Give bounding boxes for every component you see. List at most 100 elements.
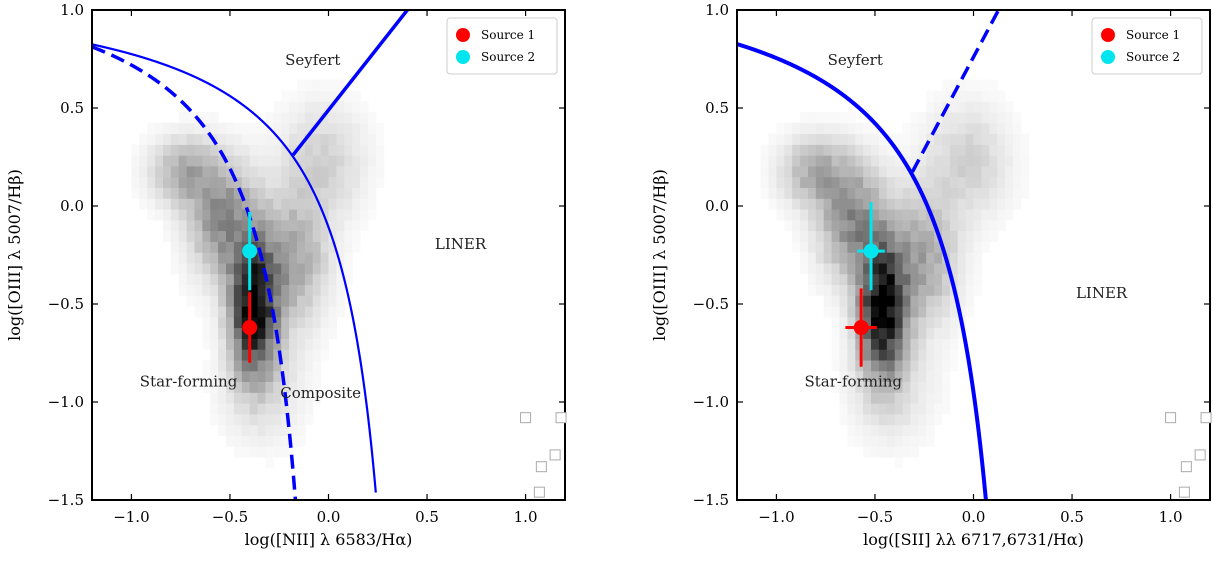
density-cell (281, 403, 290, 415)
density-cell (949, 349, 959, 361)
density-cell (249, 176, 259, 188)
density-cell (344, 241, 353, 253)
density-cell (281, 446, 290, 458)
density-cell (965, 133, 975, 145)
density-cell (910, 111, 919, 124)
density-cell (981, 133, 990, 145)
density-cell (831, 241, 841, 253)
density-cell (878, 155, 888, 167)
density-cell (926, 165, 935, 178)
density-cell (194, 133, 203, 145)
density-cell (886, 306, 896, 318)
density-cell (328, 122, 337, 135)
density-cell (871, 392, 880, 404)
density-cell (360, 144, 369, 156)
density-cell (194, 155, 203, 167)
density-cell (973, 230, 982, 242)
density-cell (871, 424, 880, 436)
density-cell (289, 381, 298, 393)
density-cell (336, 295, 345, 307)
density-cell (186, 252, 196, 264)
density-cell (957, 273, 967, 285)
density-cell (210, 306, 219, 318)
density-cell (957, 155, 967, 167)
density-cell (918, 208, 927, 221)
density-cell (926, 111, 935, 124)
density-cell (910, 446, 919, 458)
density-cell (815, 208, 825, 221)
density-cell (957, 230, 967, 242)
density-cell (965, 122, 975, 135)
density-cell (281, 144, 290, 156)
density-cell (886, 144, 896, 156)
density-cell (163, 165, 172, 178)
density-cell (210, 165, 219, 178)
density-cell (249, 381, 259, 393)
density-cell (297, 262, 306, 275)
density-cell (297, 424, 306, 436)
density-cell (375, 165, 385, 178)
y-tick-label: −1.5 (693, 491, 729, 509)
density-cell (320, 316, 330, 329)
density-cell (202, 262, 211, 275)
density-cell (297, 392, 306, 404)
density-cell (170, 176, 180, 188)
density-cell (847, 359, 856, 372)
density-cell (910, 219, 919, 232)
density-cell (139, 187, 148, 199)
density-cell (297, 176, 306, 188)
density-cell (878, 370, 888, 382)
density-cell (375, 144, 385, 156)
density-cell (847, 208, 856, 221)
density-cell (894, 435, 904, 447)
density-cell (241, 165, 251, 178)
density-cell (249, 392, 259, 404)
density-cell (273, 198, 282, 210)
density-cell (894, 306, 904, 318)
density-cell (304, 284, 314, 296)
x-tick-label: 0.0 (317, 508, 341, 526)
density-cell (241, 403, 251, 415)
density-cell (942, 144, 951, 156)
density-cell (934, 155, 943, 167)
curve-kewley-extreme-starburst-line (737, 42, 988, 500)
density-cell (855, 198, 864, 210)
density-cell (815, 219, 825, 232)
density-cell (297, 208, 306, 221)
density-cell (336, 165, 345, 178)
density-cell (863, 403, 872, 415)
density-cell (360, 155, 369, 167)
density-cell (131, 155, 140, 167)
density-cell (973, 241, 982, 253)
density-cell (863, 165, 872, 178)
density-cell (273, 230, 282, 242)
density-cell (241, 208, 251, 221)
density-cell (981, 165, 990, 178)
density-cell (926, 435, 935, 447)
y-tick-label: −1.5 (48, 491, 84, 509)
density-cell (233, 273, 243, 285)
density-cell (831, 133, 841, 145)
density-cell (226, 155, 235, 167)
density-cell (831, 327, 841, 339)
density-cell (973, 101, 982, 113)
density-cell (776, 176, 785, 188)
density-cell (855, 219, 864, 232)
density-cell (233, 187, 243, 199)
density-cell (233, 252, 243, 264)
density-cell (312, 262, 322, 275)
density-cell (241, 262, 251, 275)
density-cell (965, 230, 975, 242)
density-cell (273, 122, 282, 135)
density-cell (289, 90, 298, 102)
density-cell (808, 241, 817, 253)
density-cell (934, 198, 943, 210)
y-tick-label: −0.5 (693, 295, 729, 313)
density-cell (863, 392, 872, 404)
density-cell (320, 133, 330, 145)
density-cell (942, 165, 951, 178)
density-cell (320, 101, 330, 113)
density-cell (202, 316, 211, 329)
density-cell (847, 306, 856, 318)
